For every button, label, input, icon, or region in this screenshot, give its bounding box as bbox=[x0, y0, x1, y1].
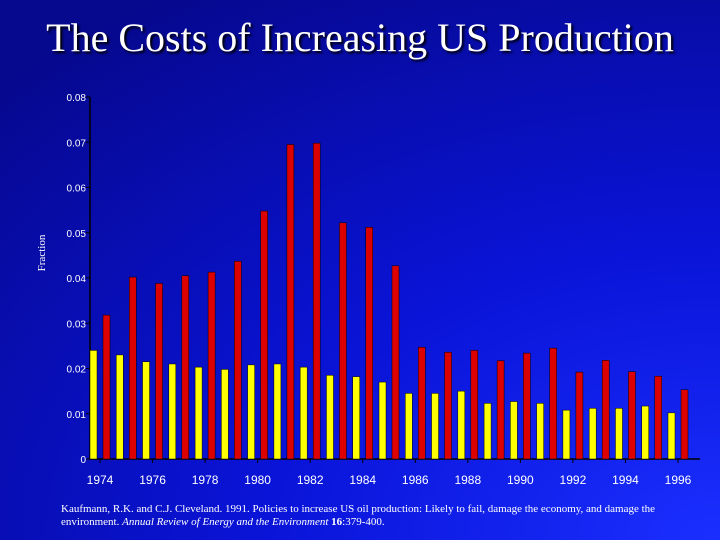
bar-red bbox=[523, 352, 531, 460]
x-tick-label: 1976 bbox=[139, 473, 166, 487]
bar-yellow bbox=[588, 408, 597, 460]
bar-red bbox=[601, 360, 610, 460]
bar-red bbox=[680, 389, 689, 460]
bar-yellow bbox=[483, 403, 492, 460]
y-tick-label: 0.03 bbox=[67, 319, 87, 330]
x-tick-label: 1992 bbox=[560, 473, 587, 487]
bar-red bbox=[339, 222, 347, 460]
bar-red bbox=[234, 261, 242, 460]
y-tick-label: 0.07 bbox=[67, 138, 87, 149]
x-tick-label: 1984 bbox=[349, 473, 376, 487]
x-tick-label: 1988 bbox=[454, 473, 481, 487]
bar-yellow bbox=[352, 376, 360, 460]
y-tick-label: 0.08 bbox=[67, 93, 87, 104]
bar-red bbox=[470, 350, 479, 460]
bar-yellow bbox=[273, 363, 282, 460]
bar-yellow bbox=[194, 366, 203, 460]
x-tick-label: 1978 bbox=[192, 473, 219, 487]
bar-yellow bbox=[89, 350, 98, 460]
bar-red bbox=[260, 210, 268, 460]
bar-yellow bbox=[116, 354, 124, 460]
y-tick-label: 0.05 bbox=[67, 229, 87, 240]
y-tick-label: 0.06 bbox=[67, 184, 87, 195]
bar-yellow bbox=[405, 393, 413, 460]
bar-red bbox=[628, 371, 636, 460]
bar-red bbox=[312, 142, 321, 460]
bar-red bbox=[391, 265, 400, 460]
bar-yellow bbox=[562, 409, 571, 460]
bar-red bbox=[207, 271, 216, 460]
y-tick-label: 0 bbox=[80, 455, 86, 466]
x-tick-label: 1996 bbox=[665, 473, 692, 487]
bar-red bbox=[181, 275, 190, 460]
bar-red bbox=[496, 360, 505, 460]
bar-red bbox=[129, 276, 137, 460]
bar-yellow bbox=[168, 363, 177, 460]
bar-red bbox=[549, 347, 557, 460]
y-axis-title: Fraction bbox=[36, 234, 48, 271]
bar-yellow bbox=[221, 369, 229, 460]
bar-red bbox=[418, 346, 426, 460]
citation-journal: Annual Review of Energy and the Environm… bbox=[122, 516, 329, 528]
y-tick-label: 0.02 bbox=[67, 365, 87, 376]
x-tick-label: 1994 bbox=[612, 473, 639, 487]
x-tick-label: 1982 bbox=[297, 473, 324, 487]
bar-red bbox=[365, 227, 373, 460]
x-tick-label: 1980 bbox=[244, 473, 271, 487]
bar-yellow bbox=[510, 401, 518, 460]
citation: Kaufmann, R.K. and C.J. Cleveland. 1991.… bbox=[61, 503, 681, 529]
x-tick-label: 1990 bbox=[507, 473, 534, 487]
bar-yellow bbox=[326, 375, 334, 460]
x-tick-label: 1974 bbox=[87, 473, 114, 487]
bar-yellow bbox=[142, 361, 150, 460]
bar-yellow bbox=[536, 403, 544, 460]
bar-yellow bbox=[615, 408, 623, 460]
bar-red bbox=[654, 375, 662, 460]
y-tick-label: 0.01 bbox=[67, 410, 87, 421]
bar-red bbox=[155, 283, 163, 460]
bar-red bbox=[286, 144, 295, 460]
bar-yellow bbox=[378, 381, 387, 460]
bar-yellow bbox=[457, 390, 466, 460]
bar-yellow bbox=[247, 364, 255, 460]
bar-red bbox=[444, 351, 452, 460]
bar-yellow bbox=[667, 412, 676, 460]
bar-yellow bbox=[641, 405, 649, 460]
citation-authors: Kaufmann, R.K. and C.J. Cleveland. 1991.… bbox=[61, 503, 656, 528]
bar-red bbox=[102, 314, 111, 460]
bar-yellow bbox=[299, 366, 308, 460]
citation-volume: 16 bbox=[331, 516, 343, 528]
citation-pages: :379-400. bbox=[342, 516, 385, 528]
slide-title: The Costs of Increasing US Production bbox=[46, 15, 674, 60]
x-tick-label: 1986 bbox=[402, 473, 429, 487]
y-tick-label: 0.04 bbox=[67, 274, 87, 285]
bar-yellow bbox=[431, 393, 439, 460]
bar-red bbox=[575, 371, 584, 460]
